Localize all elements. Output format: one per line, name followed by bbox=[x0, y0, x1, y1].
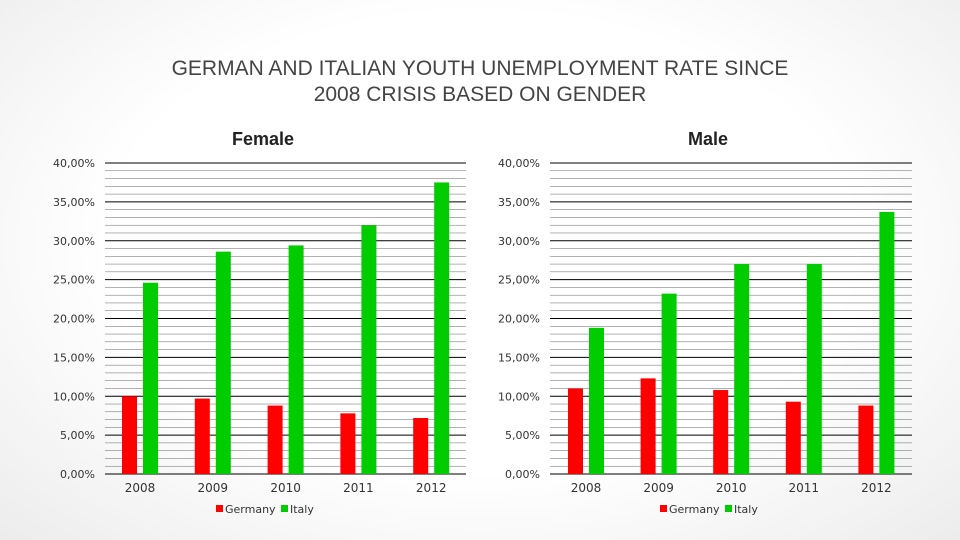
male-y-tick-label: 5,00% bbox=[505, 429, 540, 442]
male-bar-italy-2011 bbox=[806, 264, 822, 474]
female-y-tick-label: 10,00% bbox=[53, 390, 95, 403]
male-x-tick-label: 2009 bbox=[643, 481, 674, 495]
female-bar-italy-2012 bbox=[434, 182, 450, 474]
female-legend-swatch-germany bbox=[216, 505, 223, 512]
female-x-tick-label: 2012 bbox=[416, 481, 447, 495]
female-x-tick-label: 2009 bbox=[198, 481, 229, 495]
female-y-tick-label: 5,00% bbox=[60, 429, 95, 442]
female-x-tick-label: 2010 bbox=[270, 481, 301, 495]
male-x-tick-label: 2008 bbox=[571, 481, 602, 495]
male-bar-germany-2008 bbox=[568, 388, 583, 474]
female-chart: Female 0,00% 5,00% 10,00% 15,00% 20,00% 25,00%… bbox=[53, 129, 466, 516]
male-y-tick-label: 20,00% bbox=[498, 313, 540, 326]
female-bar-germany-2010 bbox=[267, 405, 283, 474]
male-bar-italy-2012 bbox=[879, 211, 895, 475]
female-y-tick-label: 30,00% bbox=[53, 235, 95, 248]
male-y-tick-label: 40,00% bbox=[498, 157, 540, 170]
female-bar-germany-2008 bbox=[122, 396, 137, 474]
female-bar-germany-2012 bbox=[413, 418, 429, 474]
male-bar-germany-2012 bbox=[858, 405, 874, 474]
female-y-tick-label: 25,00% bbox=[53, 274, 95, 287]
female-legend-swatch-italy bbox=[281, 505, 288, 512]
male-x-tick-label: 2012 bbox=[861, 481, 892, 495]
male-y-tick-label: 30,00% bbox=[498, 235, 540, 248]
female-y-tick-label: 0,00% bbox=[60, 468, 95, 481]
female-legend-label-italy: Italy bbox=[290, 503, 314, 516]
male-y-tick-label: 10,00% bbox=[498, 390, 540, 403]
female-x-tick-label: 2011 bbox=[343, 481, 374, 495]
male-legend-swatch-italy bbox=[725, 505, 732, 512]
female-legend-label-germany: Germany bbox=[225, 503, 276, 516]
male-x-tick-label: 2011 bbox=[789, 481, 820, 495]
male-chart-title: Male bbox=[688, 129, 728, 149]
male-chart: Male 0,00% 5,00% 10,00% 15,00% 20,00% 25,00% 30… bbox=[498, 129, 912, 516]
female-bar-italy-2009 bbox=[215, 251, 231, 474]
male-y-tick-label: 35,00% bbox=[498, 196, 540, 209]
male-bar-italy-2009 bbox=[661, 293, 677, 474]
male-bar-italy-2008 bbox=[589, 327, 604, 474]
male-legend-label-germany: Germany bbox=[669, 503, 720, 516]
female-bar-italy-2008 bbox=[143, 282, 158, 474]
female-bar-italy-2010 bbox=[288, 245, 304, 474]
male-bar-italy-2010 bbox=[734, 264, 750, 474]
male-legend-label-italy: Italy bbox=[734, 503, 758, 516]
male-bar-germany-2009 bbox=[640, 378, 656, 474]
male-y-tick-label: 0,00% bbox=[505, 468, 540, 481]
page-title-line-1: GERMAN AND ITALIAN YOUTH UNEMPLOYMENT RA… bbox=[171, 57, 789, 80]
male-y-tick-label: 25,00% bbox=[498, 274, 540, 287]
female-bar-germany-2011 bbox=[340, 413, 356, 474]
female-x-tick-label: 2008 bbox=[125, 481, 156, 495]
male-y-tick-label: 15,00% bbox=[498, 351, 540, 364]
female-y-tick-label: 20,00% bbox=[53, 313, 95, 326]
female-bar-germany-2009 bbox=[194, 398, 210, 474]
female-y-tick-label: 35,00% bbox=[53, 196, 95, 209]
female-bar-italy-2011 bbox=[361, 225, 377, 474]
female-chart-title: Female bbox=[232, 129, 294, 149]
male-bar-germany-2011 bbox=[785, 401, 801, 474]
page-title: GERMAN AND ITALIAN YOUTH UNEMPLOYMENT RA… bbox=[0, 56, 960, 108]
male-legend-swatch-germany bbox=[660, 505, 667, 512]
page-title-line-2: 2008 CRISIS BASED ON GENDER bbox=[313, 83, 647, 106]
male-x-tick-label: 2010 bbox=[716, 481, 747, 495]
male-bar-germany-2010 bbox=[713, 390, 729, 474]
female-y-tick-label: 40,00% bbox=[53, 157, 95, 170]
female-y-tick-label: 15,00% bbox=[53, 351, 95, 364]
